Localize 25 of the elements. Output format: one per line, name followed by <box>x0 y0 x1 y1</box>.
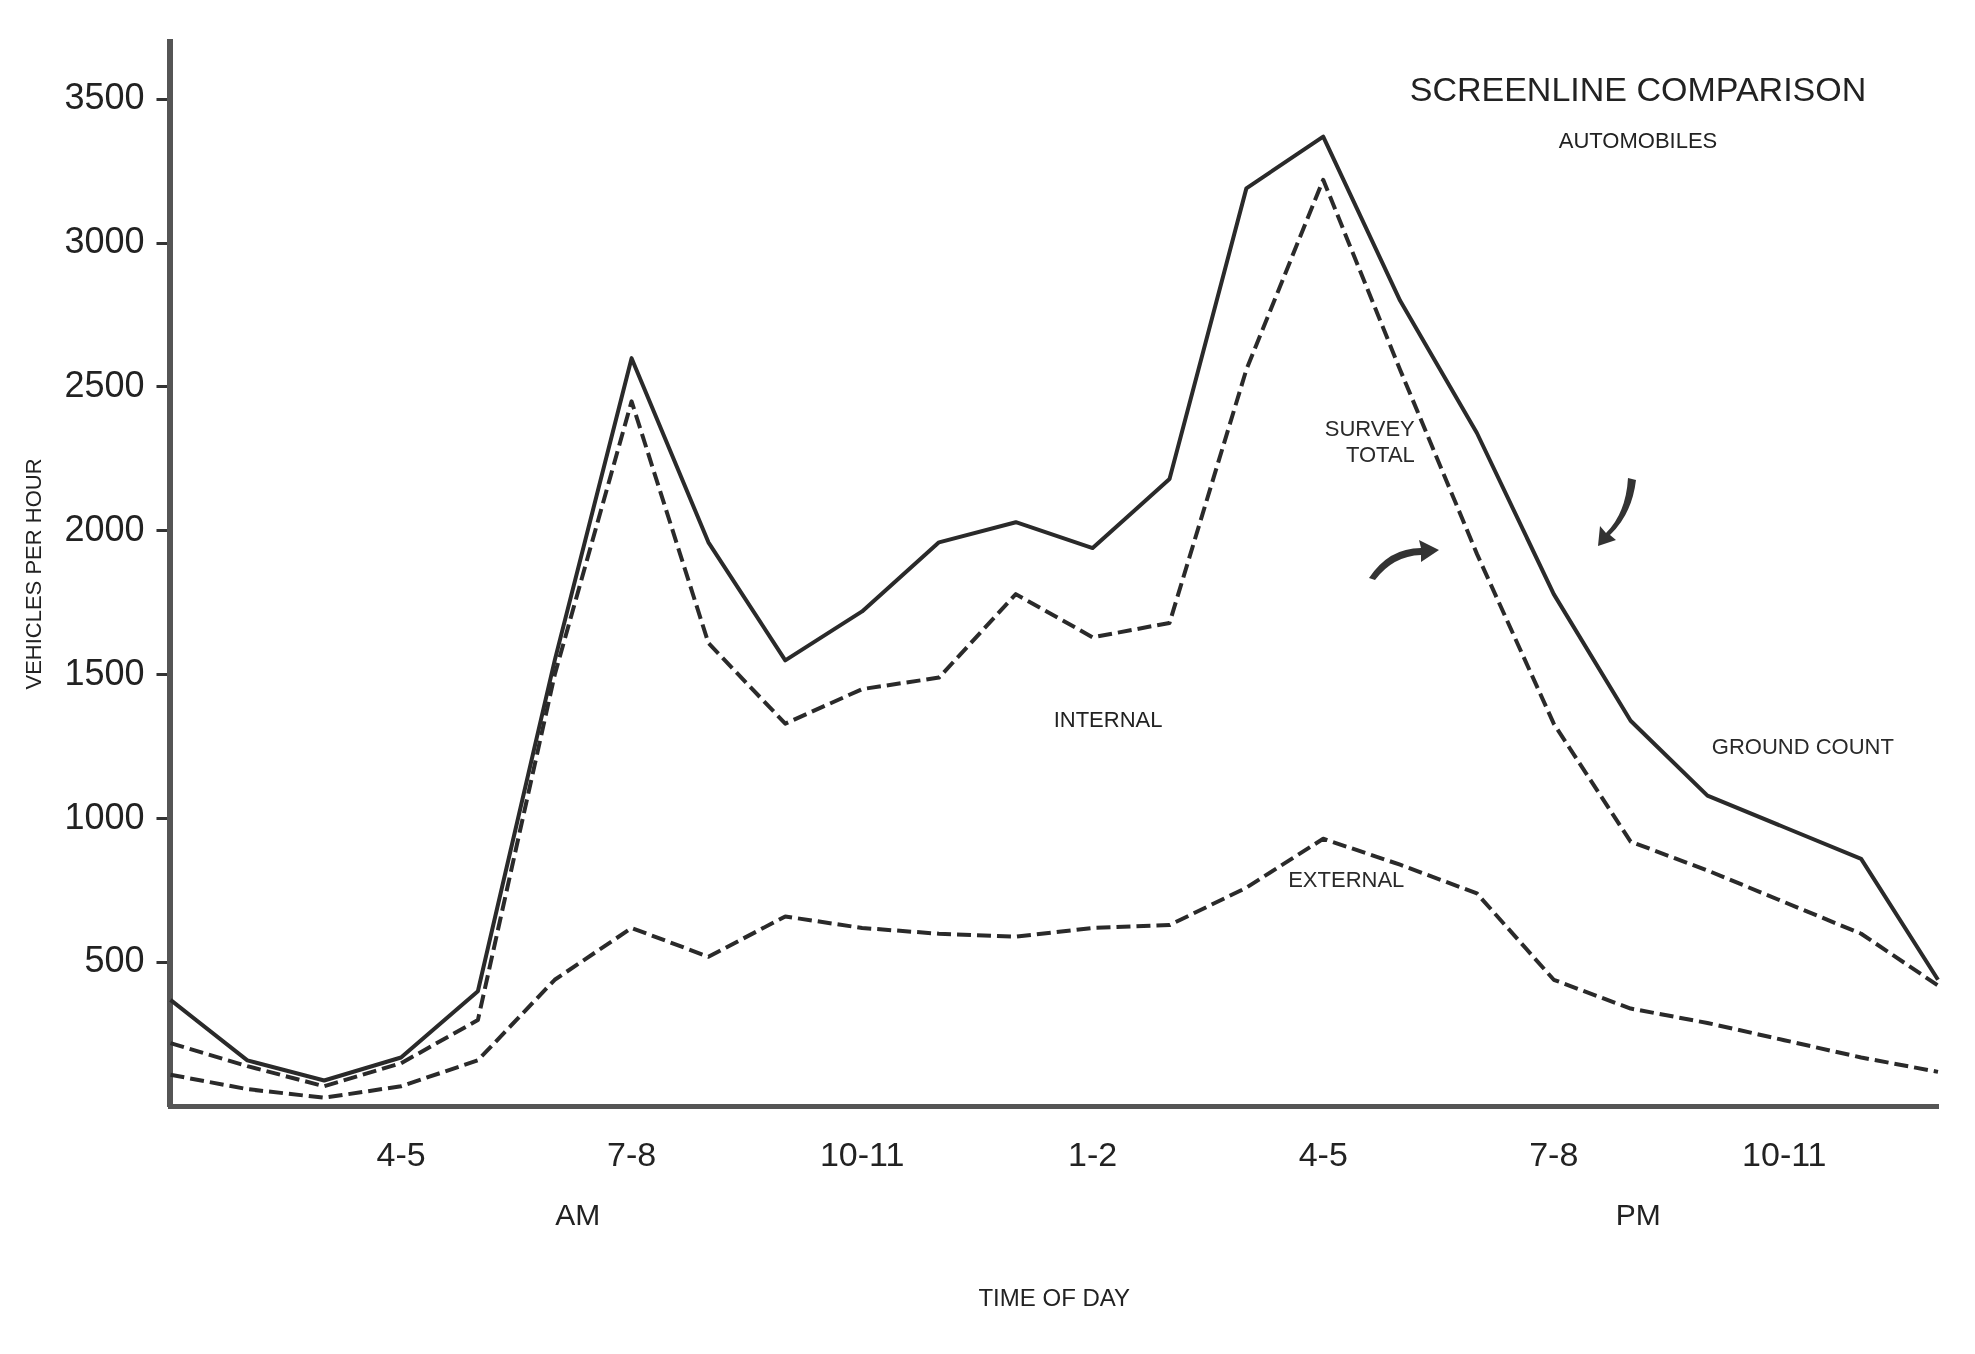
y-tick-label: 1500 <box>64 651 145 693</box>
x-tick-label: 4-5 <box>1298 1135 1348 1174</box>
series-label: SURVEY TOTAL <box>1324 416 1416 468</box>
text: AUTOMOBILES <box>1558 127 1718 153</box>
text: SCREENLINE COMPARISON <box>1409 69 1867 108</box>
y-tick-label: 1000 <box>64 795 145 837</box>
y-tick-label: 2000 <box>64 507 145 549</box>
y-tick-label: 2500 <box>64 363 145 405</box>
x-tick-label: 10-11 <box>819 1135 905 1174</box>
text: AM <box>555 1197 601 1231</box>
x-tick-label: 10-11 <box>1742 1135 1827 1174</box>
annotation: INTERNAL <box>1053 706 1163 732</box>
y-tick-label: 3500 <box>64 76 145 118</box>
y-axis-title: VEHICLES PER HOUR <box>21 458 47 690</box>
line-series <box>168 836 1940 1100</box>
x-tick-label: 1-2 <box>1068 1135 1118 1174</box>
x-tick-label: 7-8 <box>1529 1135 1579 1174</box>
y-tick-label: 500 <box>84 939 145 981</box>
x-axis-title: TIME OF DAY <box>978 1284 1131 1312</box>
text: PM <box>1615 1197 1661 1231</box>
x-tick-label: 7-8 <box>607 1135 657 1174</box>
x-tick-label: 4-5 <box>376 1135 426 1174</box>
series-label: GROUND COUNT <box>1711 734 1894 760</box>
y-tick-label: 3000 <box>64 219 145 261</box>
series-label: EXTERNAL <box>1288 866 1405 892</box>
